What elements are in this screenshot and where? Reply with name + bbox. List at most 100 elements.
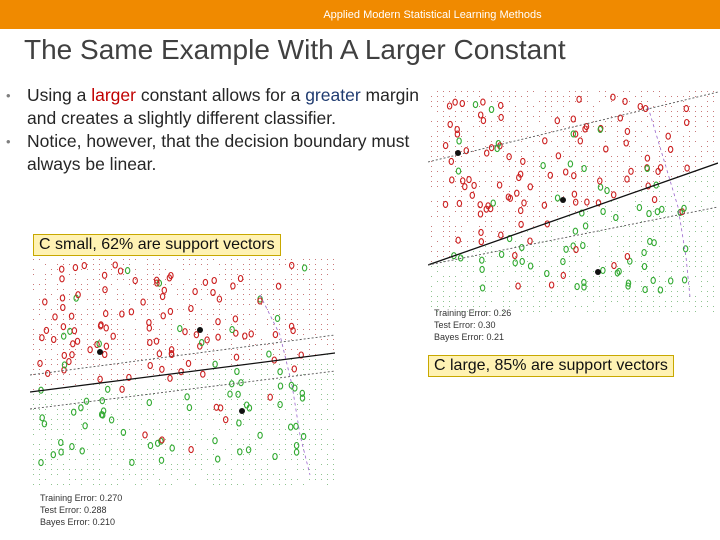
red-class-point [459, 99, 466, 108]
test-error-label: Test Error: 0.30 [434, 320, 496, 330]
red-class-point [542, 137, 548, 145]
red-class-point [119, 310, 125, 318]
green-class-point [154, 439, 161, 447]
red-class-point [61, 351, 68, 359]
red-class-point [624, 252, 631, 261]
red-class-point [597, 177, 603, 185]
svm-plot-large-c: Training Error: 0.26 Test Error: 0.30 Ba… [428, 87, 718, 362]
red-class-point [233, 329, 239, 337]
red-class-point [624, 127, 631, 135]
green-class-point [272, 452, 278, 461]
red-class-point [43, 326, 50, 334]
red-class-point [102, 286, 108, 294]
course-header: Applied Modern Statistical Learning Meth… [323, 9, 542, 21]
bayes-error-label: Bayes Error: 0.210 [40, 517, 115, 527]
red-class-point [97, 322, 104, 330]
bullet-item: • Using a larger constant allows for a g… [6, 84, 426, 130]
green-class-point [293, 441, 300, 450]
red-class-point [446, 102, 453, 110]
green-class-point [212, 360, 218, 368]
red-class-point [204, 336, 210, 344]
red-class-point [103, 342, 110, 350]
red-class-point [215, 333, 221, 341]
red-class-point [455, 236, 461, 244]
green-class-point [644, 164, 651, 173]
red-class-point [178, 368, 184, 376]
red-class-point [275, 282, 282, 290]
red-class-point [232, 315, 239, 323]
red-class-point [624, 175, 630, 183]
red-class-point [527, 183, 534, 191]
red-class-point [667, 145, 674, 153]
red-class-point [547, 171, 554, 179]
green-class-point [229, 326, 235, 334]
caption-small-c: C small, 62% are support vectors [33, 234, 281, 256]
green-class-point [243, 401, 250, 409]
red-class-point [645, 182, 651, 190]
green-class-point [554, 194, 561, 202]
red-class-point [71, 327, 78, 335]
green-class-point [124, 267, 131, 275]
red-class-point [112, 261, 118, 269]
red-class-point [506, 153, 512, 161]
green-class-point [681, 276, 688, 284]
green-class-point [277, 401, 283, 409]
red-class-point [570, 115, 577, 123]
red-class-point [448, 157, 455, 165]
green-class-point [184, 393, 190, 401]
red-class-point [37, 359, 43, 367]
green-class-point [38, 459, 44, 467]
red-class-point [192, 288, 198, 296]
red-class-point [44, 369, 51, 377]
red-class-point [571, 172, 577, 180]
header-bar [0, 0, 720, 29]
red-class-point [168, 346, 175, 354]
red-class-point [50, 335, 57, 344]
red-class-point [485, 202, 491, 210]
green-class-point [579, 209, 585, 217]
green-class-point [287, 423, 294, 431]
green-class-point [257, 431, 263, 439]
red-class-point [59, 294, 66, 302]
red-class-point [153, 276, 160, 284]
red-class-point [52, 313, 58, 321]
red-class-point [248, 330, 254, 338]
green-class-point [301, 264, 308, 272]
red-class-point [288, 261, 295, 269]
red-class-point [215, 318, 221, 326]
red-class-point [233, 353, 240, 361]
green-class-point [614, 269, 621, 277]
red-class-point [59, 275, 65, 283]
green-class-point [570, 242, 576, 250]
red-class-point [603, 145, 609, 153]
green-class-point [177, 325, 183, 333]
red-class-point [572, 198, 579, 206]
red-class-point [477, 201, 483, 209]
green-class-point [120, 428, 127, 436]
green-class-point [69, 443, 75, 451]
red-class-point [160, 312, 166, 320]
green-class-point [129, 458, 135, 466]
red-class-point [60, 303, 66, 312]
keyword-larger: larger [91, 85, 136, 105]
red-class-point [577, 137, 584, 145]
red-class-point [520, 157, 526, 165]
green-class-point [456, 137, 462, 145]
red-class-point [684, 164, 690, 172]
red-class-point [161, 286, 168, 294]
red-class-point [126, 373, 132, 381]
green-class-point [212, 437, 218, 445]
red-class-point [517, 170, 524, 178]
red-class-point [72, 264, 79, 272]
green-class-point [293, 422, 299, 430]
green-class-point [600, 266, 606, 274]
red-class-point [573, 246, 579, 254]
green-class-point [99, 397, 106, 405]
red-class-point [562, 168, 569, 176]
green-class-point [540, 162, 546, 170]
green-class-point [300, 432, 307, 440]
green-class-point [158, 456, 165, 464]
red-class-point [665, 132, 671, 140]
red-class-point [454, 125, 460, 134]
red-class-point [637, 102, 644, 111]
